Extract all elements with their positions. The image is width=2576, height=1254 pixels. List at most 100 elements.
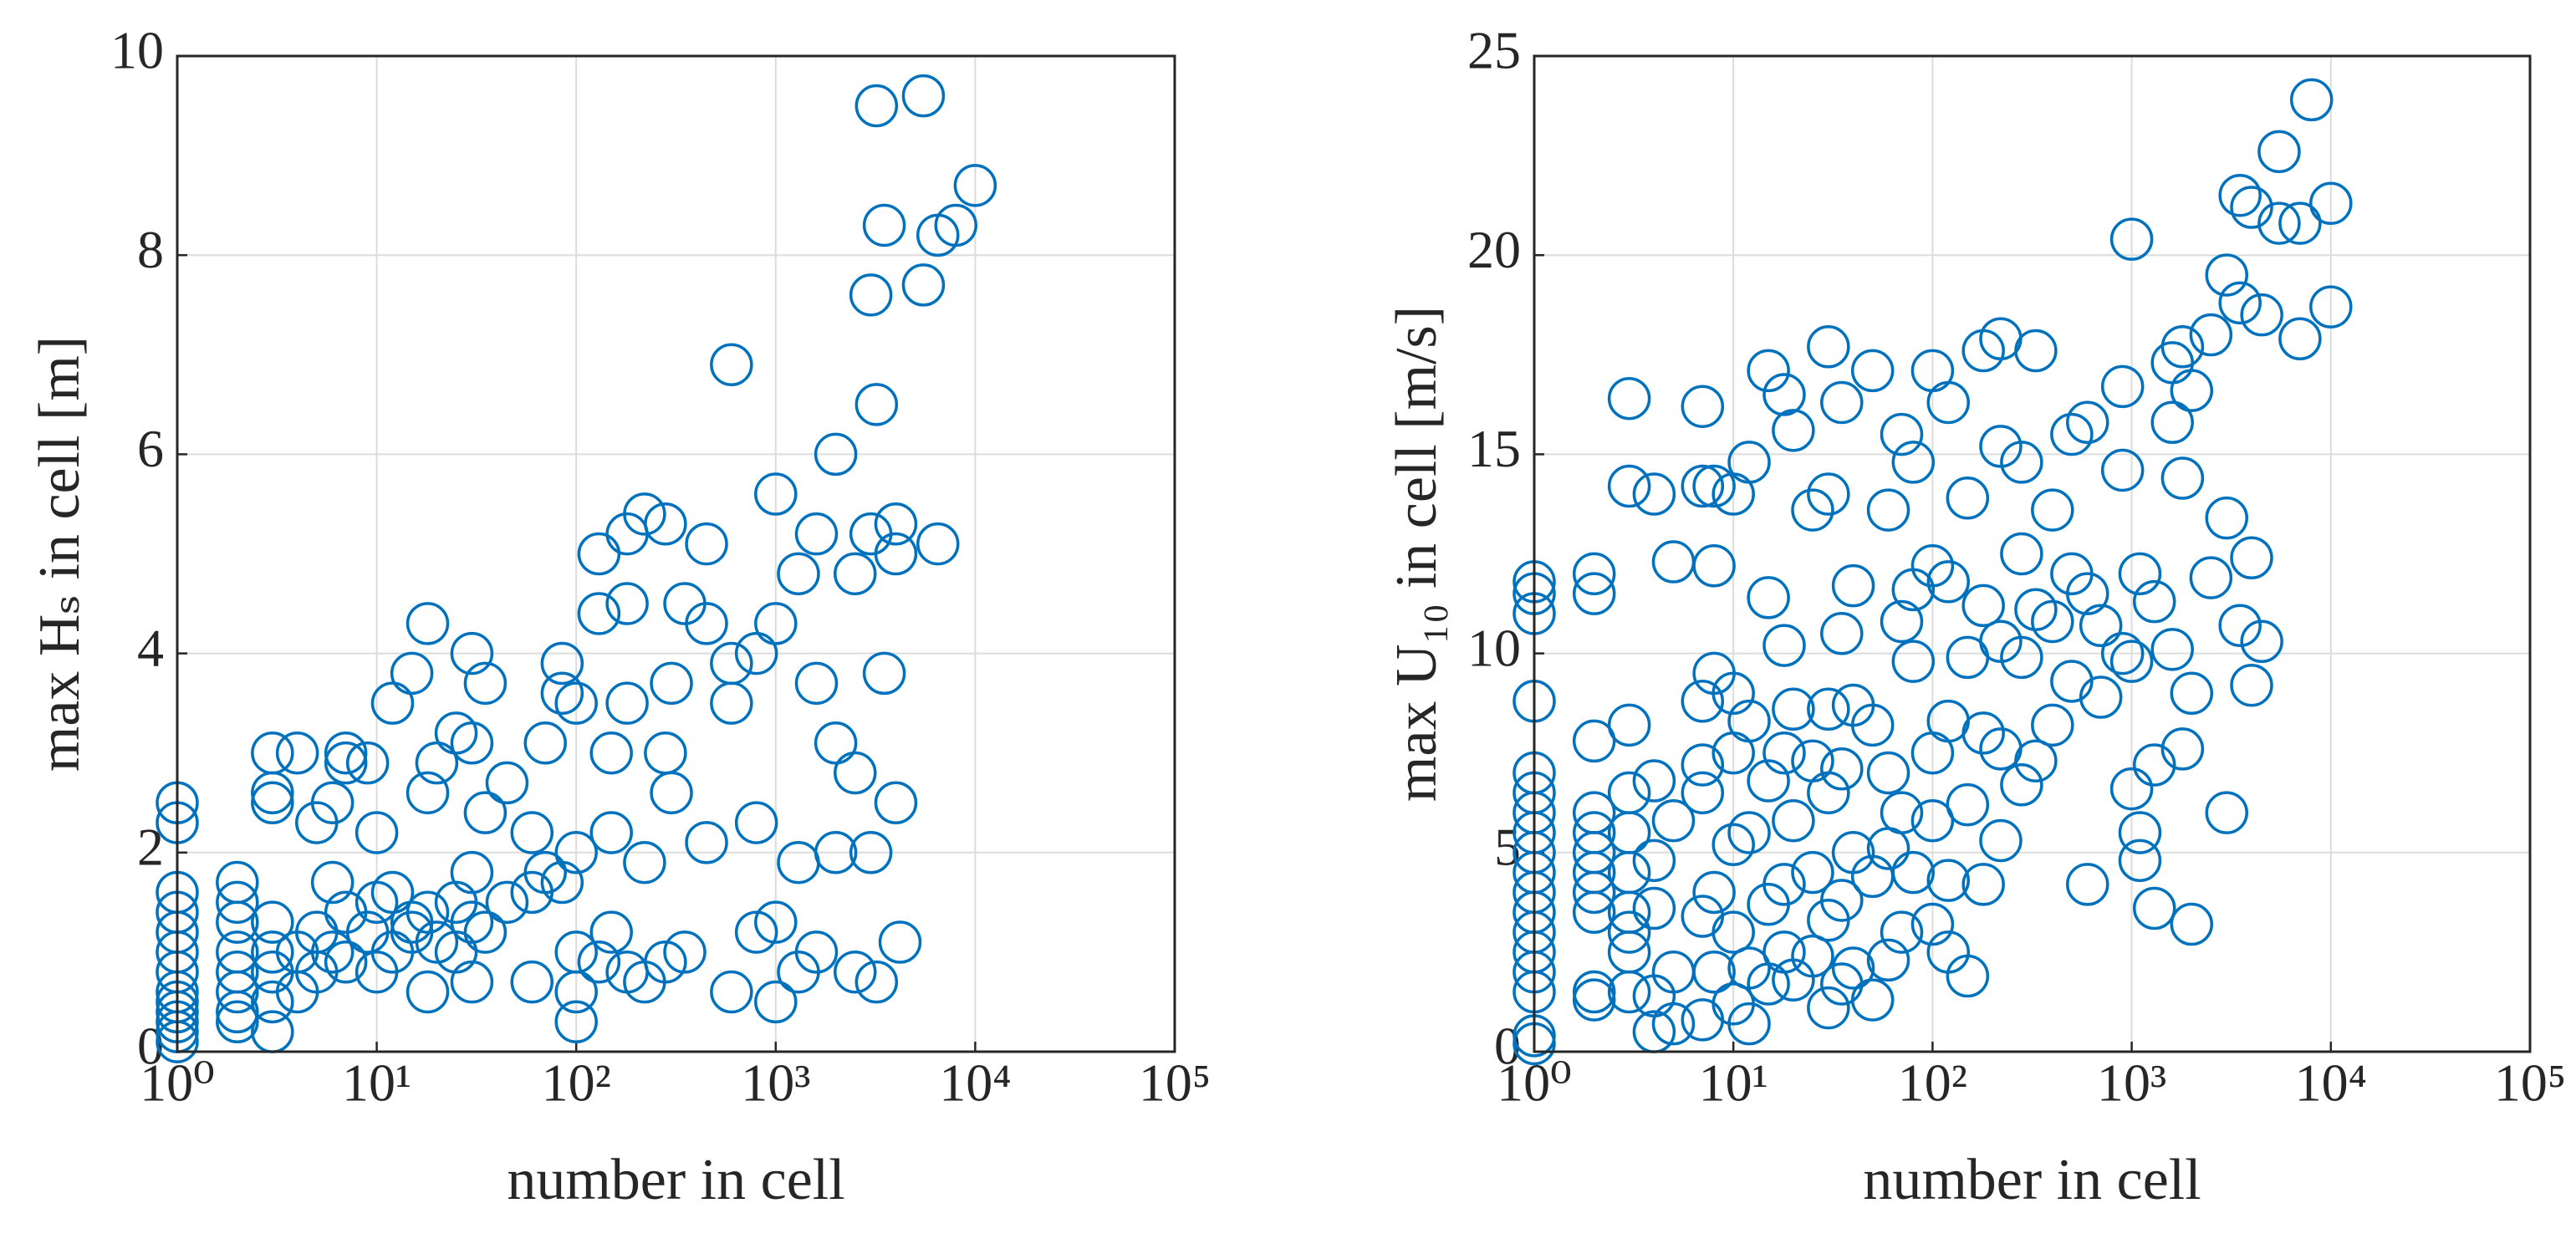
point	[1979, 818, 2023, 863]
point	[2079, 675, 2123, 719]
point	[1866, 488, 1910, 532]
point	[1711, 910, 1755, 954]
point	[577, 592, 621, 635]
point	[754, 602, 798, 645]
point	[734, 631, 778, 675]
point	[434, 930, 478, 974]
point	[1711, 671, 1755, 715]
point	[1747, 576, 1790, 619]
point	[833, 950, 877, 994]
point	[1791, 850, 1834, 895]
point	[2000, 635, 2043, 680]
point	[2230, 186, 2273, 229]
point	[710, 641, 753, 686]
point	[2309, 285, 2353, 329]
x-axis-label: number in cell	[1863, 1148, 2201, 1212]
point	[577, 940, 621, 984]
point	[2160, 727, 2205, 771]
y-tick-label: 6	[137, 419, 164, 478]
point	[644, 940, 687, 984]
point	[1831, 563, 1875, 608]
y-axis-label: max Hₛ in cell [m]	[28, 336, 92, 772]
point	[1961, 863, 2005, 906]
y-tick-label: 8	[137, 220, 164, 279]
point	[849, 273, 893, 317]
point	[1910, 798, 1955, 843]
point	[1632, 472, 1676, 516]
point	[1961, 584, 2005, 628]
point	[849, 831, 893, 874]
point	[324, 731, 368, 775]
point	[2031, 488, 2074, 532]
point	[1946, 954, 1990, 998]
point	[794, 661, 839, 706]
point	[310, 860, 355, 905]
point	[862, 203, 906, 247]
point	[623, 840, 666, 884]
point	[650, 771, 693, 815]
point	[2170, 902, 2214, 946]
point	[1692, 464, 1736, 508]
point	[854, 383, 899, 426]
point	[1946, 782, 1990, 827]
point	[1807, 472, 1850, 516]
point	[710, 970, 753, 1014]
point	[1831, 946, 1875, 990]
point	[1880, 412, 1924, 456]
point	[554, 1000, 598, 1044]
point	[1820, 380, 1864, 425]
point	[2118, 839, 2162, 883]
point	[1632, 839, 1676, 883]
axes-box	[1533, 54, 2532, 1053]
x-tick-label: 10⁴	[2295, 1053, 2367, 1113]
point	[833, 552, 877, 596]
point	[2066, 400, 2109, 445]
point	[1692, 544, 1736, 588]
point	[1711, 823, 1755, 867]
point	[1681, 385, 1725, 428]
point	[324, 940, 368, 984]
point	[734, 910, 778, 954]
point	[1850, 349, 1895, 393]
point	[1850, 703, 1895, 747]
point	[1632, 759, 1676, 803]
point	[540, 671, 584, 715]
point	[251, 900, 294, 944]
point	[1820, 879, 1864, 922]
point	[1607, 910, 1651, 954]
point	[1727, 1002, 1771, 1046]
point	[685, 821, 728, 864]
point	[1762, 863, 1806, 906]
point	[1910, 544, 1955, 588]
point	[1607, 464, 1651, 508]
point	[216, 930, 259, 974]
point	[463, 910, 508, 954]
point	[2257, 201, 2301, 245]
point	[2160, 325, 2205, 369]
point	[1692, 870, 1736, 915]
point	[1572, 970, 1616, 1014]
plot-area	[1534, 56, 2530, 1052]
point	[1762, 624, 1806, 667]
y-tick-label: 10	[1467, 618, 1521, 677]
plot-area	[177, 56, 1175, 1052]
point	[605, 681, 649, 725]
point	[814, 721, 858, 765]
point	[2000, 763, 2043, 807]
point	[355, 811, 399, 854]
point	[390, 651, 434, 696]
point	[623, 492, 666, 536]
point	[450, 960, 494, 1004]
point	[1880, 599, 1924, 644]
point	[1762, 930, 1806, 974]
point	[605, 582, 649, 625]
y-axis-label: max U₁₀ in cell [m/s]	[1385, 306, 1449, 802]
point	[310, 930, 355, 974]
point	[1891, 441, 1936, 484]
x-tick-label: 10²	[542, 1053, 611, 1113]
point	[1681, 680, 1725, 723]
point	[2170, 671, 2214, 715]
point	[1727, 441, 1771, 484]
point	[1866, 938, 1910, 982]
